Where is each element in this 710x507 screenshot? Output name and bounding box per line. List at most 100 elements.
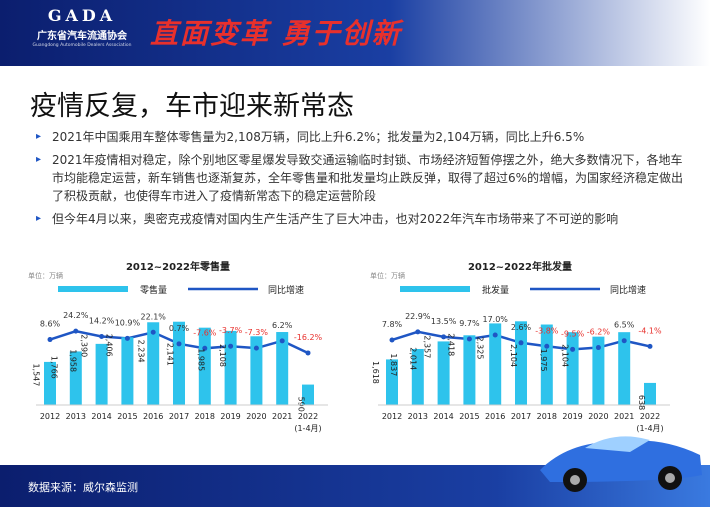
growth-label: -3.7% [219, 326, 243, 335]
line-point [492, 332, 498, 338]
bar-value-label: 2,234 [136, 340, 145, 363]
x-tick-label: 2014 [91, 412, 111, 421]
bar-value-label: 1,547 [31, 363, 40, 386]
bar [224, 330, 237, 405]
line-point [595, 345, 601, 351]
bar [592, 336, 605, 405]
line-point [389, 337, 395, 343]
x-tick-label: 2016 [485, 412, 505, 421]
growth-label: -6.2% [587, 328, 611, 337]
slogan: 直面变革 勇于创新 [150, 17, 402, 50]
line-point [176, 341, 182, 347]
legend-line-label: 同比增速 [268, 284, 304, 296]
legend-bar-label: 批发量 [482, 284, 509, 296]
x-tick-label: 2014 [433, 412, 453, 421]
x-tick-label: 2022 [298, 412, 318, 421]
legend-bar-swatch [58, 286, 128, 292]
bar [250, 336, 263, 405]
bullet-list: ▸ 2021年中国乘用车整体零售量为2,108万辆，同比上升6.2%；批发量为2,… [30, 128, 685, 233]
bar [540, 324, 553, 405]
bar-value-label: 2,014 [409, 347, 418, 370]
bar [489, 323, 502, 405]
growth-label: -3.8% [535, 326, 559, 335]
x-tick-label: 2020 [588, 412, 608, 421]
unit-label: 单位：万辆 [370, 271, 405, 280]
bar-value-label: 590 [297, 397, 306, 412]
bullet-arrow-icon: ▸ [36, 131, 42, 142]
bar [411, 348, 424, 405]
line-point [47, 337, 53, 343]
legend-bar-swatch [400, 286, 470, 292]
data-source: 数据来源：威尔森监测 [28, 481, 138, 494]
bar [644, 382, 656, 405]
x-tick-label: 2017 [169, 412, 189, 421]
line-point [518, 340, 524, 346]
logo-name-cn: 广东省汽车流通协会 [37, 31, 127, 42]
growth-label: 13.5% [431, 317, 457, 326]
bar-value-label: 2,104 [560, 344, 569, 367]
unit-label: 单位：万辆 [28, 271, 63, 280]
bar-value-label: 2,390 [79, 334, 88, 357]
growth-label: 17.0% [482, 315, 508, 324]
x-tick-note: (1-4月) [636, 424, 663, 433]
x-tick-label: 2017 [511, 412, 531, 421]
growth-label: 8.6% [40, 320, 61, 329]
bar-value-label: 1,766 [49, 356, 58, 379]
growth-label: 7.8% [382, 320, 403, 329]
line-point [150, 329, 156, 335]
x-tick-label: 2022 [640, 412, 660, 421]
retail-chart: 单位：万辆2012~2022年零售量零售量同比增速1,24520128.6%1,… [28, 260, 328, 433]
bar-value-label: 2,141 [165, 343, 174, 366]
growth-label: -7.6% [193, 328, 217, 337]
growth-label: 6.2% [272, 321, 293, 330]
growth-label: 9.7% [459, 319, 480, 328]
bullet-item: ▸ 但今年4月以来，奥密克戎疫情对国内生产生活产生了巨大冲击，也对2022年汽车市… [30, 210, 685, 228]
growth-label: -9.5% [561, 329, 585, 338]
bar [276, 332, 289, 405]
line-point [73, 328, 79, 334]
line-point [647, 343, 653, 349]
x-tick-label: 2015 [459, 412, 479, 421]
x-tick-label: 2013 [408, 412, 428, 421]
x-tick-label: 2018 [537, 412, 557, 421]
bullet-item: ▸ 2021年疫情相对稳定，除个别地区零星爆发导致交通运输临时封锁、市场经济短暂停… [30, 151, 685, 205]
growth-label: 14.2% [89, 317, 115, 326]
bar-value-label: 2,325 [475, 337, 484, 360]
bar [121, 337, 134, 405]
x-tick-label: 2021 [614, 412, 634, 421]
bar [198, 327, 211, 405]
bar [515, 321, 527, 405]
bullet-arrow-icon: ▸ [36, 154, 42, 165]
bar-value-label: 638 [637, 395, 646, 410]
x-tick-label: 2012 [382, 412, 402, 421]
bullet-item: ▸ 2021年中国乘用车整体零售量为2,108万辆，同比上升6.2%；批发量为2,… [30, 128, 685, 146]
bar [44, 361, 56, 405]
logo-mark: GADA [47, 6, 117, 25]
growth-label: 0.7% [169, 324, 190, 333]
bar [386, 359, 398, 405]
bar-value-label: 1,975 [539, 349, 548, 372]
bar-value-label: 2,108 [218, 344, 227, 367]
x-tick-label: 2013 [66, 412, 86, 421]
line-point [253, 345, 259, 351]
bar [302, 384, 314, 405]
line-point [570, 346, 576, 352]
line-point [124, 335, 130, 341]
bullet-text: 2021年中国乘用车整体零售量为2,108万辆，同比上升6.2%；批发量为2,1… [52, 130, 585, 144]
bar [69, 351, 82, 405]
line-point [279, 338, 285, 344]
line-point [544, 343, 550, 349]
bullet-text: 2021年疫情相对稳定，除个别地区零星爆发导致交通运输临时封锁、市场经济短暂停摆… [52, 153, 684, 203]
line-point [415, 329, 421, 335]
x-tick-label: 2021 [272, 412, 292, 421]
growth-label: 22.9% [405, 312, 431, 321]
x-tick-label: 2012 [40, 412, 60, 421]
bullet-arrow-icon: ▸ [36, 213, 42, 224]
growth-label: -16.2% [294, 333, 323, 342]
bar-value-label: 1,618 [371, 361, 380, 384]
growth-label: -4.1% [638, 326, 662, 335]
line-point [202, 345, 208, 351]
growth-label: 10.9% [115, 318, 141, 327]
bar [566, 332, 579, 405]
bullet-text: 但今年4月以来，奥密克戎疫情对国内生产生活产生了巨大冲击，也对2022年汽车市场… [52, 212, 619, 226]
